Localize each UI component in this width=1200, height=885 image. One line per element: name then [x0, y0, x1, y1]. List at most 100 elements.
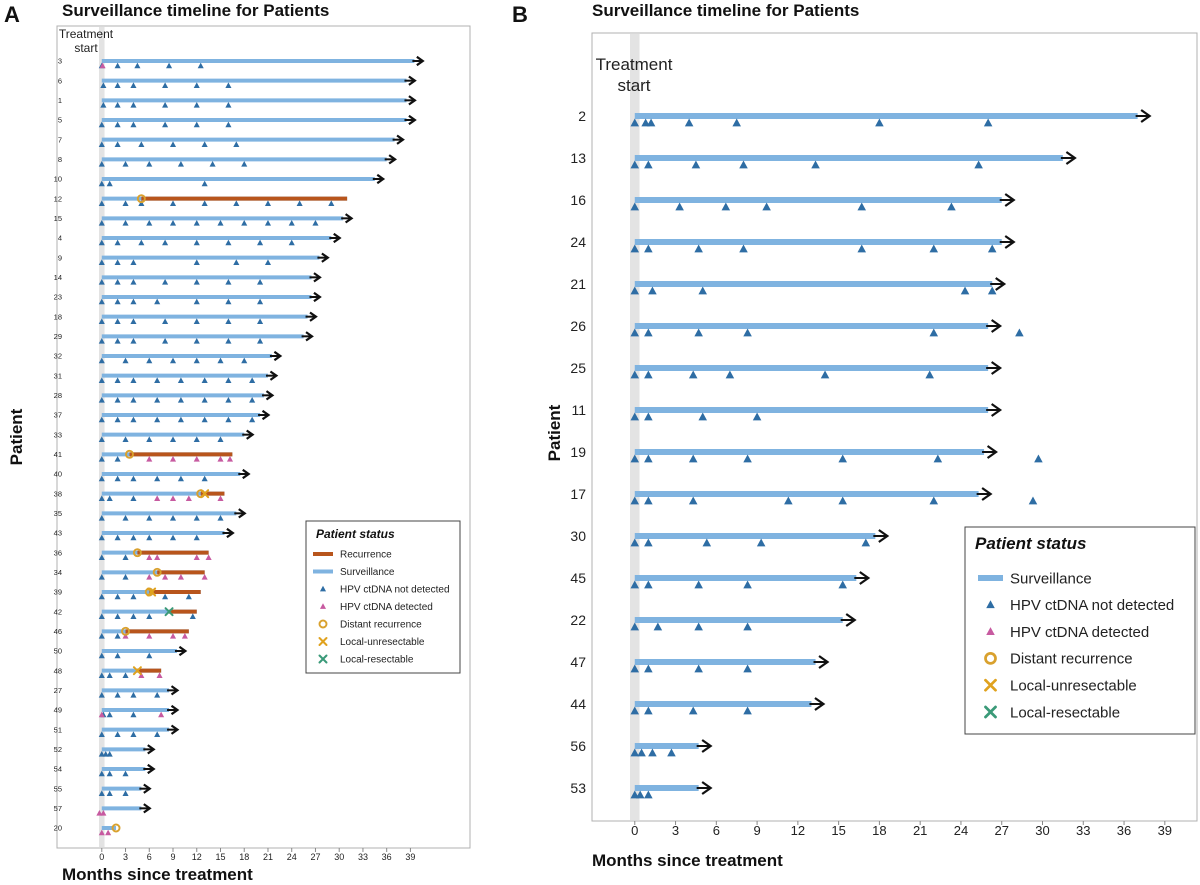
x-tick-label: 18 [239, 852, 249, 862]
ctdna-not-detected-marker [201, 180, 208, 187]
patient-row: 3 [58, 55, 425, 69]
ctdna-not-detected-marker [630, 580, 640, 589]
ctdna-not-detected-marker [688, 370, 698, 379]
legend-box [964, 526, 1196, 735]
ctdna-not-detected-marker [702, 538, 712, 547]
patient-label: 44 [570, 696, 586, 712]
patient-label: 4 [58, 234, 62, 243]
patient-label: 17 [570, 486, 586, 502]
ctdna-detected-marker [105, 829, 112, 836]
ctdna-not-detected-marker [241, 220, 248, 226]
patient-row: 54 [54, 763, 156, 777]
ctdna-detected-marker [185, 495, 192, 501]
ctdna-not-detected-marker [698, 412, 708, 421]
ctdna-not-detected-marker [98, 456, 105, 462]
ctdna-not-detected-marker [114, 633, 121, 639]
patient-row: 1 [58, 95, 417, 108]
ctdna-detected-marker [100, 810, 107, 816]
ctdna-not-detected-marker [217, 220, 224, 226]
ctdna-not-detected-marker [98, 574, 105, 580]
x-tick-label: 3 [123, 852, 128, 862]
patient-label: 15 [54, 214, 62, 223]
ctdna-not-detected-marker [225, 279, 232, 285]
legend-swatch-not-detected [986, 600, 995, 609]
ctdna-detected-marker [96, 810, 103, 816]
patient-row: 35 [54, 508, 247, 521]
patient-label: 26 [570, 318, 586, 334]
patient-label: 29 [54, 332, 62, 341]
ctdna-not-detected-marker [249, 377, 256, 383]
ctdna-not-detected-marker [225, 416, 232, 423]
ctdna-detected-marker [98, 829, 105, 836]
patient-row: 34 [54, 567, 208, 580]
ctdna-not-detected-marker [752, 412, 762, 421]
ctdna-not-detected-marker [122, 515, 129, 521]
ctdna-not-detected-marker [264, 259, 272, 265]
ctdna-not-detected-marker [648, 286, 657, 295]
treatment-label: Treatment [596, 55, 673, 74]
ctdna-not-detected-marker [201, 200, 208, 206]
patient-row: 47 [570, 654, 830, 673]
ctdna-not-detected-marker [929, 328, 939, 337]
patient-row: 39 [54, 587, 201, 600]
patient-row: 12 [54, 194, 348, 206]
ctdna-not-detected-marker [154, 298, 161, 305]
ctdna-not-detected-marker [122, 770, 129, 777]
legend-swatch-local-resectable [984, 705, 997, 719]
ctdna-not-detected-marker [784, 496, 793, 505]
ctdna-not-detected-marker [249, 397, 256, 403]
ctdna-not-detected-marker [929, 496, 939, 505]
patient-label: 49 [54, 706, 62, 715]
patient-row: 31 [54, 370, 279, 383]
ctdna-not-detected-marker [130, 534, 137, 541]
ctdna-not-detected-marker [947, 202, 956, 211]
ctdna-not-detected-marker [122, 672, 129, 678]
legend-label: Distant recurrence [1010, 651, 1133, 668]
ctdna-not-detected-marker [630, 454, 640, 463]
ctdna-detected-marker [169, 495, 177, 501]
patient-label: 57 [54, 804, 62, 813]
ctdna-detected-marker [193, 456, 200, 462]
ctdna-not-detected-marker [130, 495, 137, 501]
follow-up-arrow [878, 529, 890, 543]
ctdna-not-detected-marker [114, 279, 121, 285]
follow-up-arrow [408, 95, 417, 106]
ctdna-not-detected-marker [743, 622, 752, 631]
patient-row: 8 [58, 154, 397, 167]
ctdna-not-detected-marker [630, 328, 640, 337]
ctdna-not-detected-marker [197, 62, 204, 69]
patient-row: 16 [570, 192, 1016, 211]
x-tick-label: 18 [872, 823, 886, 838]
ctdna-not-detected-marker [241, 357, 248, 364]
chart-title: Surveillance timeline for Patients [62, 1, 329, 20]
follow-up-arrow [170, 724, 180, 735]
ctdna-not-detected-marker [138, 200, 145, 206]
patient-label: 51 [54, 725, 62, 734]
ctdna-not-detected-marker [296, 200, 303, 206]
ctdna-not-detected-marker [257, 338, 264, 344]
ctdna-not-detected-marker [146, 220, 153, 226]
ctdna-not-detected-marker [146, 161, 153, 167]
patient-label: 38 [54, 489, 62, 498]
treatment-label: start [617, 76, 650, 95]
ctdna-not-detected-marker [193, 220, 200, 226]
ctdna-detected-marker [154, 495, 161, 501]
ctdna-not-detected-marker [114, 298, 121, 305]
ctdna-not-detected-marker [644, 706, 653, 715]
patient-row: 46 [54, 626, 189, 639]
ctdna-not-detected-marker [653, 622, 663, 631]
ctdna-not-detected-marker [100, 102, 107, 108]
plot-frame [56, 25, 471, 849]
ctdna-not-detected-marker [201, 141, 208, 147]
ctdna-detected-marker [138, 672, 145, 678]
follow-up-arrow [147, 744, 156, 755]
x-axis-label: Months since treatment [592, 851, 783, 870]
ctdna-not-detected-marker [114, 397, 121, 403]
ctdna-not-detected-marker [98, 298, 105, 305]
ctdna-not-detected-marker [987, 286, 997, 295]
ctdna-not-detected-marker [193, 338, 200, 344]
ctdna-not-detected-marker [725, 370, 735, 379]
ctdna-not-detected-marker [688, 706, 698, 715]
ctdna-detected-marker [156, 672, 163, 678]
